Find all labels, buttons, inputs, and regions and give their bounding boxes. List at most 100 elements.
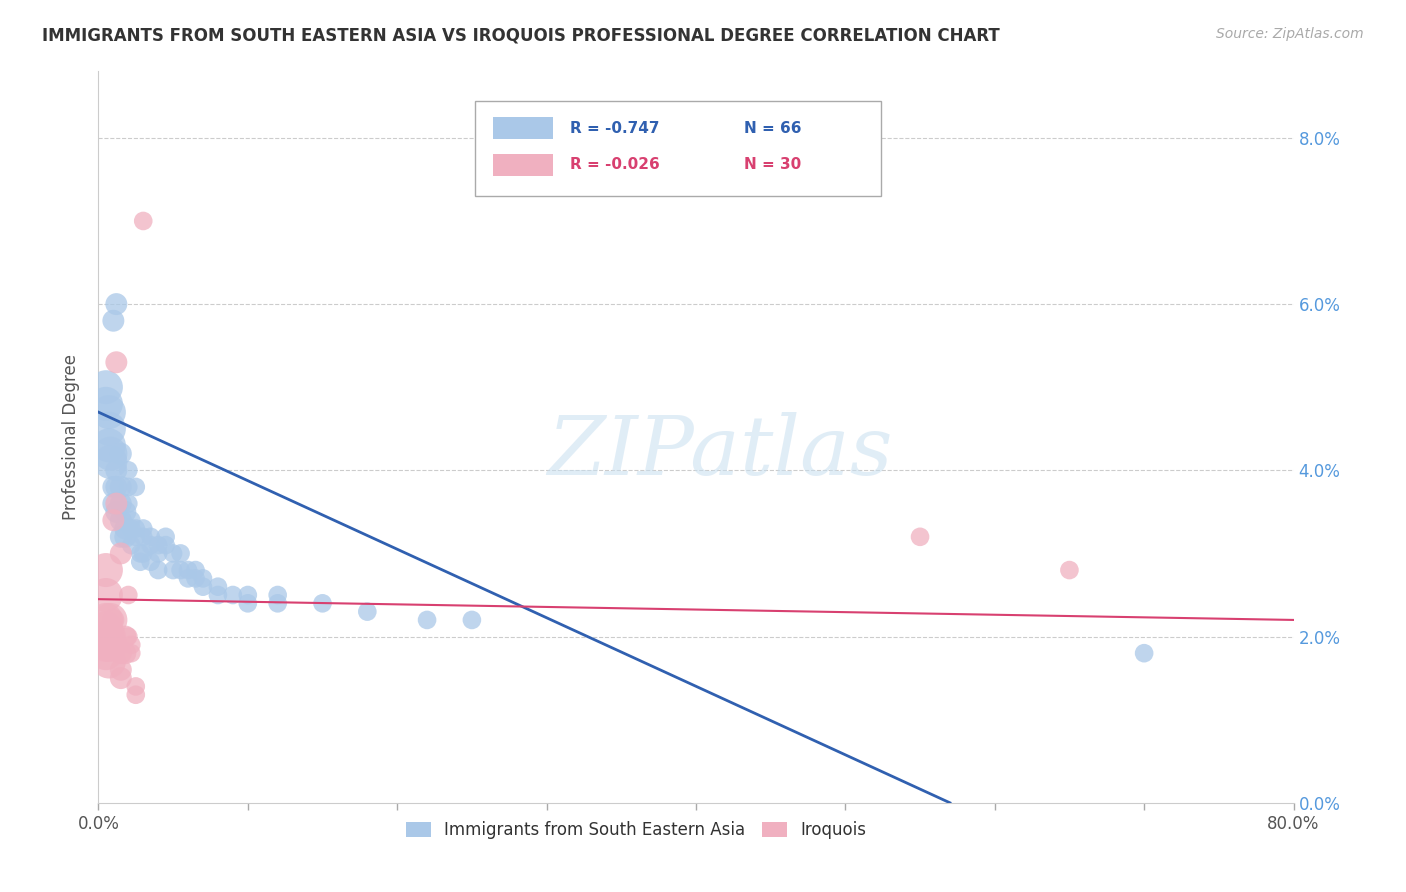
Point bbox=[110, 513, 132, 527]
Text: N = 66: N = 66 bbox=[744, 121, 801, 136]
Point bbox=[110, 646, 132, 660]
Point bbox=[98, 638, 122, 652]
Point bbox=[94, 638, 117, 652]
Point bbox=[94, 563, 117, 577]
Point bbox=[132, 530, 155, 544]
Point bbox=[177, 571, 200, 585]
Text: R = -0.026: R = -0.026 bbox=[571, 158, 661, 172]
Point bbox=[98, 455, 122, 469]
Point bbox=[110, 447, 132, 461]
Point bbox=[117, 463, 139, 477]
Point bbox=[110, 480, 132, 494]
Point bbox=[114, 521, 136, 535]
Point bbox=[94, 613, 117, 627]
Point bbox=[94, 380, 117, 394]
Point bbox=[103, 613, 125, 627]
Point bbox=[908, 530, 931, 544]
Point bbox=[105, 463, 128, 477]
Point bbox=[139, 538, 162, 552]
Point bbox=[110, 671, 132, 685]
Point bbox=[132, 214, 155, 228]
Point bbox=[169, 546, 191, 560]
Point bbox=[114, 630, 136, 644]
Point bbox=[148, 538, 170, 552]
Point bbox=[94, 588, 117, 602]
Point bbox=[236, 596, 259, 610]
Point bbox=[103, 513, 125, 527]
Point bbox=[267, 588, 290, 602]
Point bbox=[162, 563, 184, 577]
Point bbox=[110, 663, 132, 677]
Point bbox=[97, 405, 120, 419]
Point bbox=[103, 630, 125, 644]
Y-axis label: Professional Degree: Professional Degree bbox=[62, 354, 80, 520]
Point bbox=[105, 355, 128, 369]
Point bbox=[207, 588, 229, 602]
Point bbox=[155, 530, 177, 544]
Point bbox=[120, 646, 142, 660]
Point bbox=[120, 513, 142, 527]
Point bbox=[97, 630, 120, 644]
Point bbox=[132, 546, 155, 560]
Text: IMMIGRANTS FROM SOUTH EASTERN ASIA VS IROQUOIS PROFESSIONAL DEGREE CORRELATION C: IMMIGRANTS FROM SOUTH EASTERN ASIA VS IR… bbox=[42, 27, 1000, 45]
Point bbox=[98, 613, 122, 627]
Point bbox=[148, 546, 170, 560]
Point bbox=[169, 563, 191, 577]
Point bbox=[129, 555, 152, 569]
Point bbox=[114, 530, 136, 544]
Point bbox=[125, 530, 148, 544]
Point bbox=[139, 555, 162, 569]
Point bbox=[97, 438, 120, 452]
Text: N = 30: N = 30 bbox=[744, 158, 801, 172]
Point bbox=[1133, 646, 1156, 660]
Point bbox=[103, 497, 125, 511]
Point bbox=[236, 588, 259, 602]
Text: Source: ZipAtlas.com: Source: ZipAtlas.com bbox=[1216, 27, 1364, 41]
Point bbox=[110, 497, 132, 511]
Point bbox=[125, 680, 148, 694]
Bar bbox=[494, 154, 553, 176]
Legend: Immigrants from South Eastern Asia, Iroquois: Immigrants from South Eastern Asia, Iroq… bbox=[399, 814, 873, 846]
Point bbox=[155, 538, 177, 552]
Point bbox=[97, 422, 120, 436]
Point bbox=[103, 480, 125, 494]
Point bbox=[114, 505, 136, 519]
Point bbox=[103, 314, 125, 328]
Point bbox=[356, 605, 378, 619]
Point bbox=[125, 688, 148, 702]
Point bbox=[207, 580, 229, 594]
Point bbox=[416, 613, 439, 627]
Point bbox=[1059, 563, 1081, 577]
Point bbox=[120, 538, 142, 552]
Point bbox=[117, 497, 139, 511]
Point bbox=[184, 571, 207, 585]
Point bbox=[267, 596, 290, 610]
Point bbox=[105, 497, 128, 511]
Text: ZIPatlas: ZIPatlas bbox=[547, 412, 893, 491]
Point bbox=[191, 580, 214, 594]
Point bbox=[139, 530, 162, 544]
FancyBboxPatch shape bbox=[475, 101, 882, 195]
Point bbox=[110, 530, 132, 544]
Point bbox=[125, 521, 148, 535]
Point bbox=[184, 563, 207, 577]
Text: R = -0.747: R = -0.747 bbox=[571, 121, 659, 136]
Point bbox=[105, 480, 128, 494]
Point bbox=[94, 646, 117, 660]
Point bbox=[129, 546, 152, 560]
Point bbox=[120, 521, 142, 535]
Point bbox=[191, 571, 214, 585]
Point bbox=[105, 297, 128, 311]
Point bbox=[222, 588, 245, 602]
Point bbox=[461, 613, 484, 627]
Point bbox=[162, 546, 184, 560]
Bar bbox=[494, 118, 553, 139]
Point bbox=[125, 480, 148, 494]
Point bbox=[94, 621, 117, 635]
Point bbox=[110, 546, 132, 560]
Point bbox=[114, 646, 136, 660]
Point bbox=[120, 638, 142, 652]
Point bbox=[105, 505, 128, 519]
Point bbox=[97, 655, 120, 669]
Point bbox=[132, 521, 155, 535]
